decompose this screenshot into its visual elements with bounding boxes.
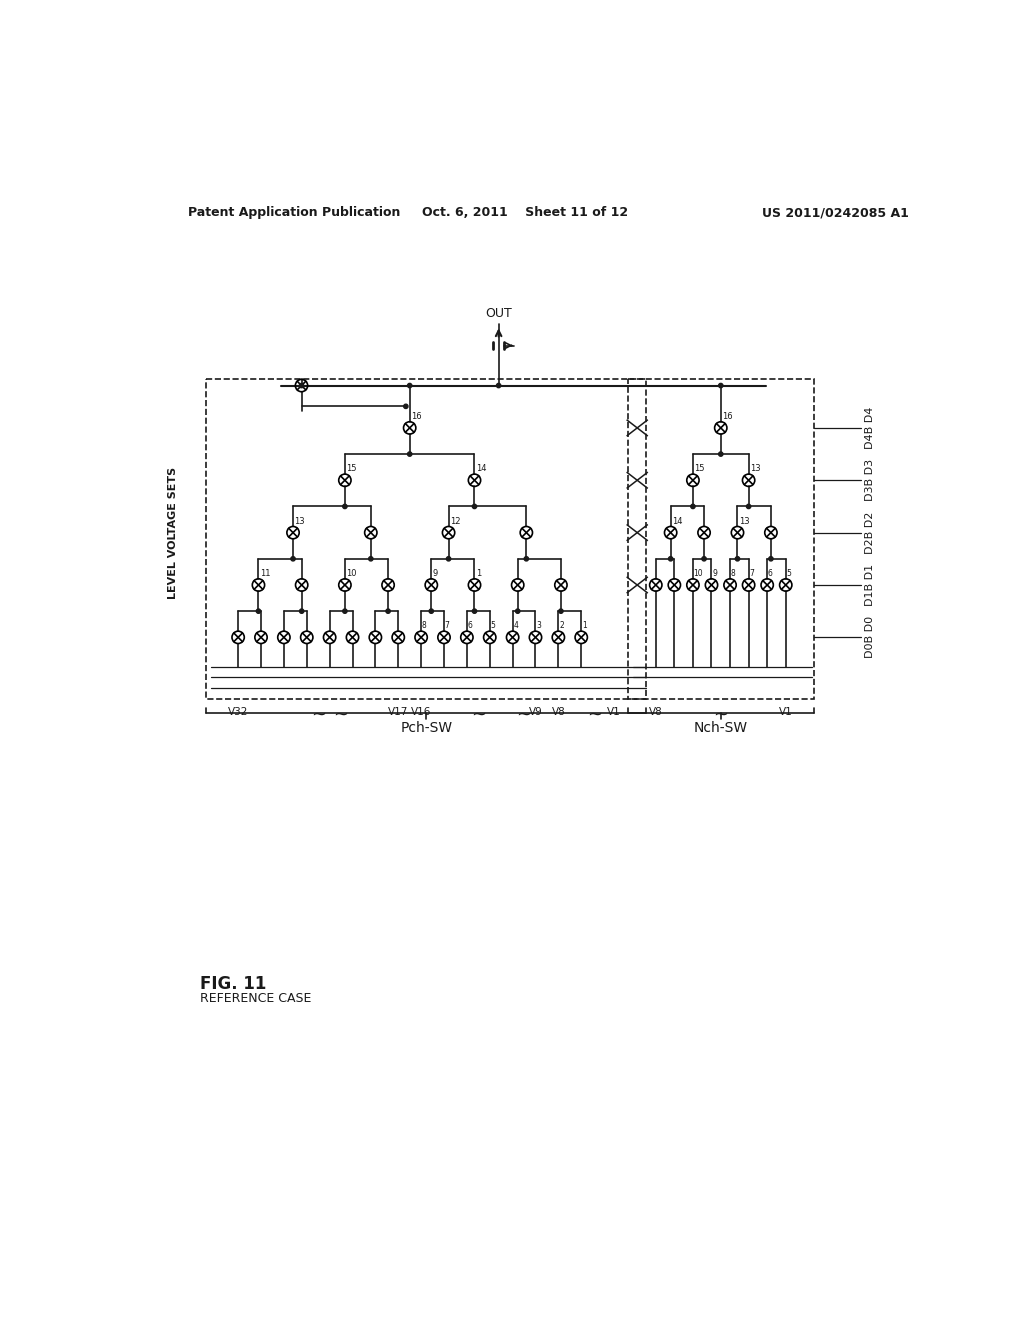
Text: 13: 13 — [751, 465, 761, 474]
Circle shape — [735, 557, 739, 561]
Text: 16: 16 — [722, 412, 733, 421]
Circle shape — [669, 557, 673, 561]
Text: V8: V8 — [649, 706, 663, 717]
Text: 5: 5 — [490, 622, 496, 631]
Text: ~: ~ — [471, 706, 485, 723]
Text: 2: 2 — [559, 622, 564, 631]
Text: 8: 8 — [422, 622, 427, 631]
Text: 13: 13 — [295, 516, 305, 525]
Text: 7: 7 — [444, 622, 450, 631]
Circle shape — [369, 557, 373, 561]
Circle shape — [497, 383, 501, 388]
Text: ~: ~ — [334, 706, 348, 723]
Bar — [206, 379, 646, 700]
Circle shape — [408, 383, 412, 388]
Text: 1: 1 — [476, 569, 481, 578]
Text: V9: V9 — [528, 706, 543, 717]
Circle shape — [769, 557, 773, 561]
Text: 7: 7 — [750, 569, 755, 578]
Text: FIG. 11: FIG. 11 — [200, 974, 266, 993]
Text: 1: 1 — [582, 622, 587, 631]
Text: LEVEL VOLTAGE SETS: LEVEL VOLTAGE SETS — [168, 466, 178, 599]
Text: V16: V16 — [411, 706, 431, 717]
Text: Nch-SW: Nch-SW — [693, 721, 748, 734]
Text: V1: V1 — [779, 706, 793, 717]
Circle shape — [343, 504, 347, 508]
Text: V32: V32 — [228, 706, 249, 717]
Circle shape — [403, 404, 408, 408]
Circle shape — [515, 609, 520, 614]
Circle shape — [291, 557, 295, 561]
Text: 11: 11 — [260, 569, 270, 578]
Circle shape — [559, 609, 563, 614]
Text: ~: ~ — [714, 706, 728, 723]
Text: 12: 12 — [451, 516, 461, 525]
Text: 14: 14 — [672, 516, 683, 525]
Text: OUT: OUT — [485, 308, 512, 321]
Text: V1: V1 — [606, 706, 621, 717]
Text: D0B D0: D0B D0 — [864, 616, 874, 659]
Text: 9: 9 — [433, 569, 438, 578]
Text: REFERENCE CASE: REFERENCE CASE — [200, 991, 311, 1005]
Circle shape — [386, 609, 390, 614]
Text: V17: V17 — [388, 706, 409, 717]
Text: D4B D4: D4B D4 — [864, 407, 874, 449]
Bar — [628, 379, 813, 700]
Text: 14: 14 — [476, 465, 486, 474]
Circle shape — [472, 609, 476, 614]
Text: 6: 6 — [468, 622, 472, 631]
Circle shape — [746, 504, 751, 508]
Text: US 2011/0242085 A1: US 2011/0242085 A1 — [762, 206, 909, 219]
Text: 6: 6 — [768, 569, 773, 578]
Circle shape — [524, 557, 528, 561]
Text: 5: 5 — [786, 569, 792, 578]
Circle shape — [408, 451, 412, 457]
Text: ~: ~ — [310, 706, 326, 723]
Text: 3: 3 — [537, 622, 541, 631]
Text: 15: 15 — [346, 465, 357, 474]
Text: 10: 10 — [346, 569, 357, 578]
Circle shape — [343, 609, 347, 614]
Text: 8: 8 — [731, 569, 735, 578]
Circle shape — [719, 451, 723, 457]
Circle shape — [299, 383, 304, 388]
Circle shape — [719, 383, 723, 388]
Text: Pch-SW: Pch-SW — [400, 721, 453, 734]
Text: ~: ~ — [516, 706, 531, 723]
Text: D2B D2: D2B D2 — [864, 511, 874, 554]
Text: 16: 16 — [412, 412, 422, 421]
Text: D3B D3: D3B D3 — [864, 459, 874, 502]
Circle shape — [691, 504, 695, 508]
Text: 13: 13 — [739, 516, 750, 525]
Circle shape — [429, 609, 433, 614]
Text: Oct. 6, 2011    Sheet 11 of 12: Oct. 6, 2011 Sheet 11 of 12 — [422, 206, 628, 219]
Text: 4: 4 — [513, 622, 518, 631]
Text: 9: 9 — [713, 569, 717, 578]
Circle shape — [256, 609, 261, 614]
Text: 15: 15 — [694, 465, 705, 474]
Circle shape — [472, 504, 476, 508]
Text: 10: 10 — [693, 569, 703, 578]
Circle shape — [446, 557, 451, 561]
Text: D1B D1: D1B D1 — [864, 564, 874, 606]
Circle shape — [701, 557, 707, 561]
Text: ~: ~ — [588, 706, 602, 723]
Circle shape — [299, 609, 304, 614]
Text: V8: V8 — [552, 706, 565, 717]
Text: Patent Application Publication: Patent Application Publication — [188, 206, 400, 219]
